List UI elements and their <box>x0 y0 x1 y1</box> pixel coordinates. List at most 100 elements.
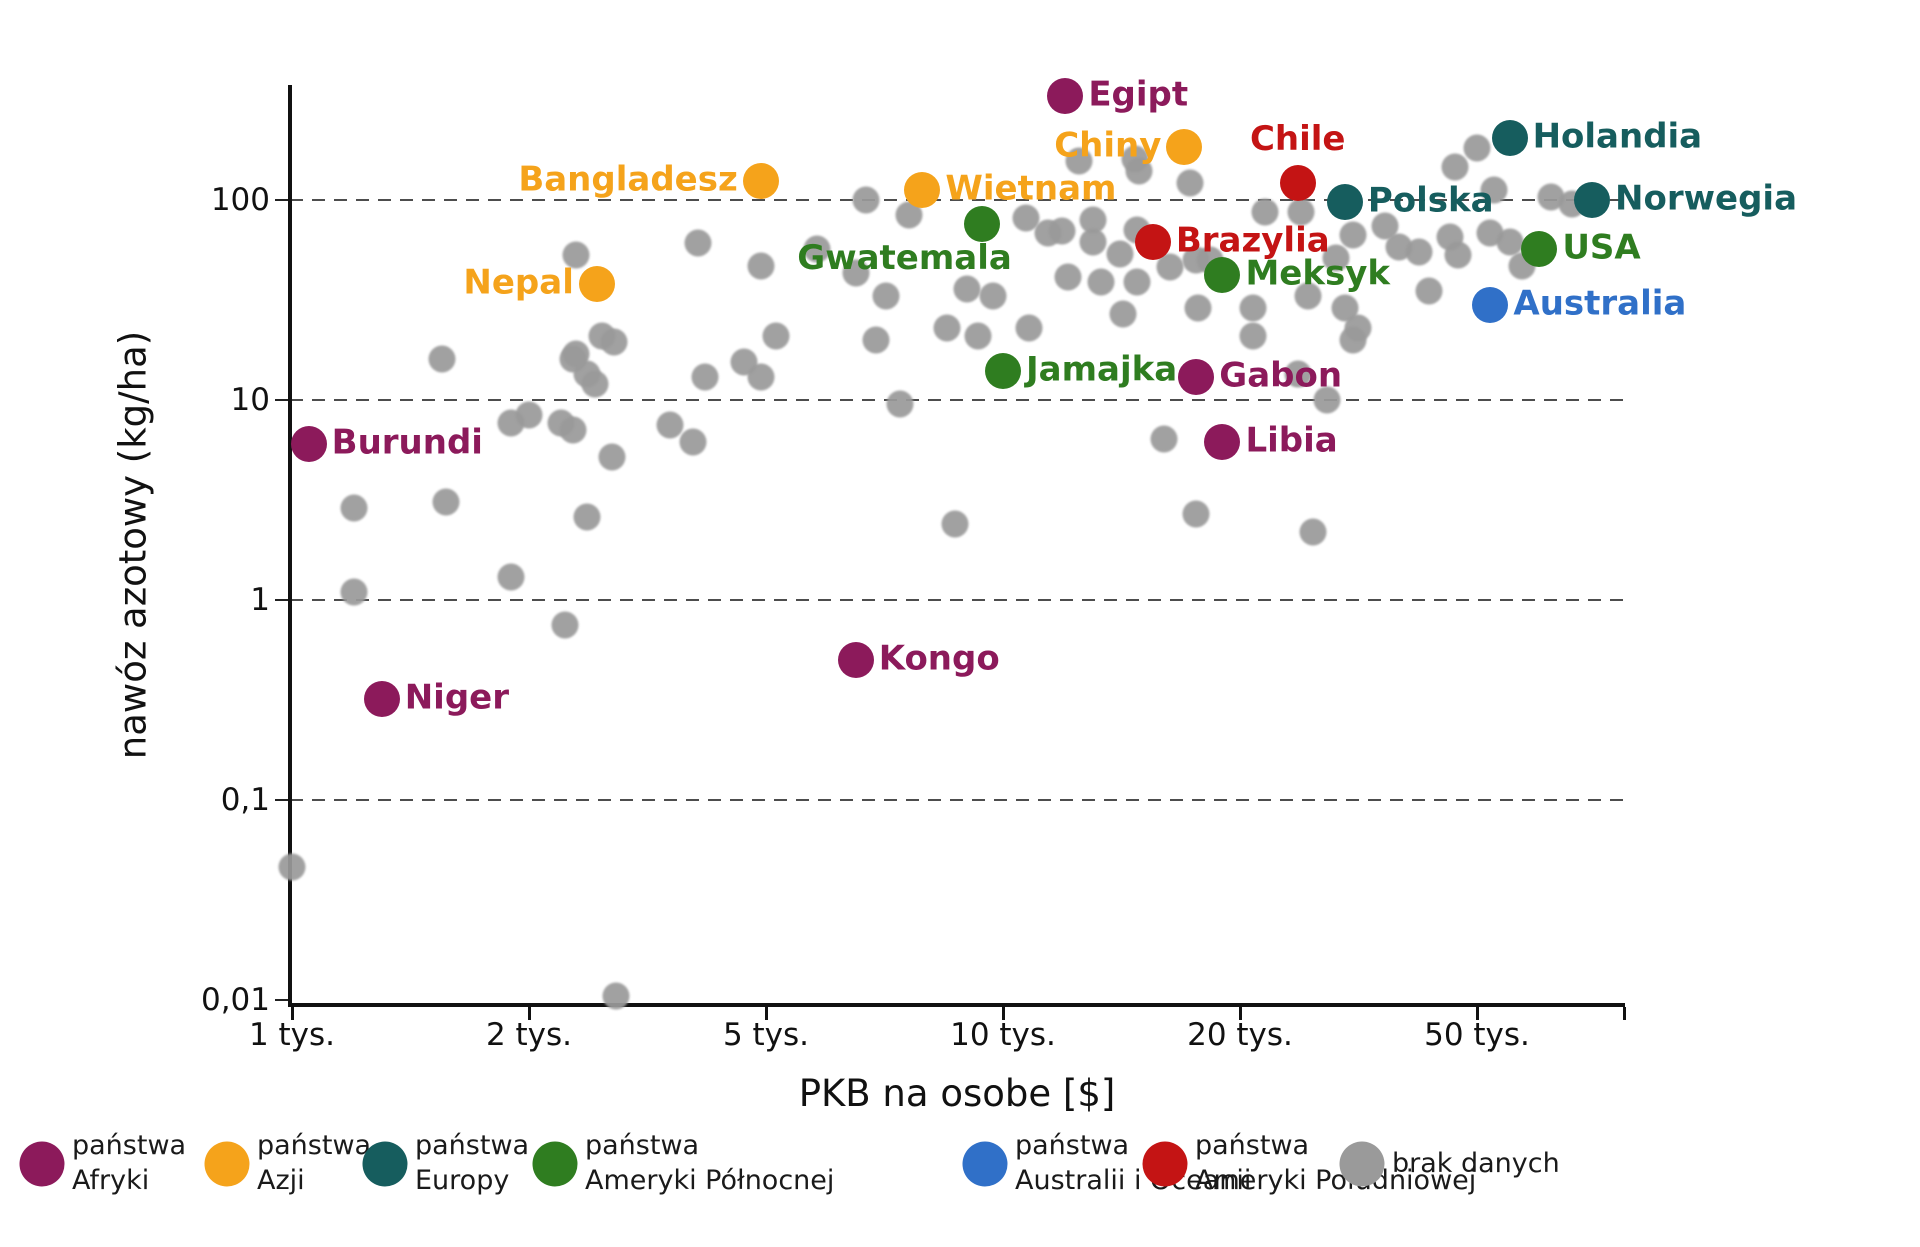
data-point-no-data <box>842 259 870 287</box>
legend-label-line1: państwa <box>1195 1130 1310 1161</box>
data-point-no-data <box>1156 253 1184 281</box>
data-point-no-data <box>684 229 712 257</box>
y-gridline <box>290 199 1625 201</box>
legend-swatch <box>19 1141 65 1187</box>
data-point-no-data <box>428 345 456 373</box>
data-point-no-data <box>1339 221 1367 249</box>
data-point-no-data <box>941 510 969 538</box>
data-point-no-data <box>1123 268 1151 296</box>
data-point-no-data <box>1299 518 1327 545</box>
y-tick <box>275 599 288 601</box>
data-point-country <box>1204 257 1241 294</box>
x-tick-label: 2 tys. <box>485 1017 573 1053</box>
data-point-no-data <box>432 488 460 516</box>
legend-swatch <box>362 1141 408 1187</box>
data-point-no-data <box>1251 198 1279 226</box>
country-label: Meksyk <box>1245 253 1390 294</box>
data-point-no-data <box>762 322 790 350</box>
data-point-no-data <box>1079 228 1107 256</box>
y-tick <box>275 199 288 201</box>
y-gridline <box>290 599 1625 601</box>
country-label: Gabon <box>1219 355 1343 396</box>
data-point-no-data <box>1015 314 1043 342</box>
data-point-no-data <box>1109 300 1137 328</box>
data-point-country <box>1134 223 1171 260</box>
legend-label-line1: państwa <box>585 1130 700 1161</box>
data-point-country <box>1326 183 1363 220</box>
data-point-no-data <box>1048 217 1076 245</box>
y-tick-label: 10 <box>230 382 270 418</box>
x-tick-label: 20 tys. <box>1187 1017 1293 1053</box>
data-point-no-data <box>1125 157 1153 185</box>
data-point-no-data <box>1415 277 1443 305</box>
x-axis-line <box>288 1003 1625 1007</box>
y-tick-label: 100 <box>210 182 270 218</box>
country-label: USA <box>1562 227 1641 268</box>
data-point-no-data <box>602 982 630 1010</box>
legend-swatch <box>204 1141 250 1187</box>
data-point-no-data <box>747 252 775 280</box>
data-point-no-data <box>1339 326 1367 354</box>
data-point-no-data <box>1239 322 1267 350</box>
x-axis-title: PKB na osobe [$] <box>798 1072 1116 1115</box>
data-point-no-data <box>979 282 1007 310</box>
data-point-no-data <box>573 503 601 531</box>
data-point-no-data <box>551 611 579 639</box>
data-point-no-data <box>1441 153 1469 181</box>
data-point-no-data <box>1184 294 1212 322</box>
data-point-no-data <box>679 428 707 456</box>
data-point-no-data <box>1106 240 1134 268</box>
data-point-country <box>1178 359 1215 396</box>
country-label: Brazylia <box>1175 219 1330 260</box>
data-point-no-data <box>1284 360 1312 388</box>
legend-label-line2: Ameryki Północnej <box>585 1165 835 1196</box>
data-point-no-data <box>862 326 890 354</box>
y-tick-label: 0,01 <box>200 982 270 1018</box>
x-tick <box>1476 1007 1479 1020</box>
legend-item-label: państwa Ameryki Północnej <box>585 1128 834 1198</box>
data-point-no-data <box>1065 147 1093 175</box>
data-point-country <box>363 680 400 717</box>
data-point-no-data <box>803 235 831 263</box>
legend: państwa Afryki państwa Azji państwa Europy pań… <box>0 1118 1920 1247</box>
x-tick <box>528 1007 531 1020</box>
x-tick-label: 50 tys. <box>1424 1017 1530 1053</box>
data-point-no-data <box>515 401 543 429</box>
data-point-no-data <box>588 322 616 350</box>
legend-label-line2: Australii i Oceanii <box>1015 1165 1252 1196</box>
y-tick <box>275 399 288 401</box>
legend-item-label: państwa Ameryki Południowej <box>1195 1128 1476 1198</box>
data-point-no-data <box>1150 425 1178 453</box>
country-label: Polska <box>1367 180 1494 221</box>
data-point-country <box>985 352 1021 389</box>
data-point-no-data <box>1294 282 1322 310</box>
data-point-no-data <box>1087 268 1114 296</box>
x-tick <box>1239 1007 1242 1020</box>
data-point-country <box>1204 423 1241 460</box>
legend-label-line1: państwa <box>257 1130 372 1161</box>
data-point-country <box>904 172 941 209</box>
legend-swatch <box>532 1141 578 1187</box>
y-tick <box>275 799 288 801</box>
legend-label-line1: państwa <box>415 1130 530 1161</box>
y-gridline <box>290 799 1625 801</box>
y-tick-label: 1 <box>250 582 270 618</box>
legend-swatch <box>1339 1141 1385 1187</box>
x-axis-end-tick <box>1623 1007 1626 1020</box>
y-axis-line <box>288 85 292 1007</box>
data-point-country <box>837 642 874 679</box>
country-label: Norwegia <box>1615 178 1798 219</box>
data-point-country <box>290 426 327 463</box>
data-point-country <box>742 162 779 199</box>
data-point-country <box>1574 182 1611 218</box>
data-point-no-data <box>340 494 368 522</box>
legend-item-label: państwa Afryki <box>72 1128 186 1198</box>
data-point-country <box>1472 286 1509 323</box>
data-point-no-data <box>559 416 587 444</box>
legend-label-line1: państwa <box>72 1130 187 1161</box>
data-point-no-data <box>562 241 590 269</box>
data-point-country <box>963 205 1000 242</box>
data-point-no-data <box>278 853 306 881</box>
data-point-no-data <box>1480 176 1508 204</box>
country-label: Egipt <box>1088 74 1189 115</box>
